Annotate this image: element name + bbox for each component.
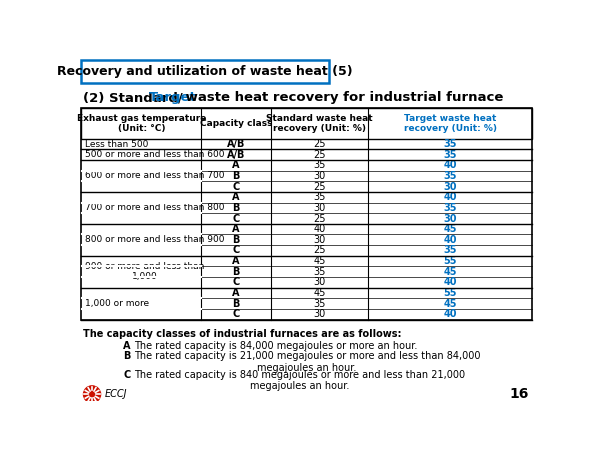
Bar [81,108,532,320]
Text: 30: 30 [443,182,457,192]
Text: 30: 30 [313,235,326,245]
Text: Target waste heat
recovery (Unit: %): Target waste heat recovery (Unit: %) [404,113,497,133]
Text: B: B [233,267,240,277]
Text: 800 or more and less than 900: 800 or more and less than 900 [85,235,224,244]
Text: 45: 45 [313,256,326,266]
Text: 55: 55 [443,256,457,266]
Text: C: C [233,214,240,224]
Text: Standard waste heat
recovery (Unit: %): Standard waste heat recovery (Unit: %) [266,113,373,133]
Text: 40: 40 [443,235,457,245]
Text: 1,000 or more: 1,000 or more [85,299,149,308]
Text: 30: 30 [313,309,326,320]
Text: 25: 25 [313,150,326,160]
Text: 40: 40 [313,224,326,234]
Text: ECCJ: ECCJ [104,389,127,399]
Text: 16: 16 [509,387,529,401]
Text: 700 or more and less than 800: 700 or more and less than 800 [85,203,224,212]
Text: The rated capacity is 84,000 megajoules or more an hour.: The rated capacity is 84,000 megajoules … [134,341,417,351]
Text: 40: 40 [443,160,457,170]
Circle shape [83,386,101,403]
Text: 45: 45 [443,299,457,309]
Text: 30: 30 [313,203,326,213]
Text: waste heat recovery for industrial furnace: waste heat recovery for industrial furna… [181,91,503,104]
Text: 35: 35 [313,299,326,309]
Text: 35: 35 [443,203,457,213]
Text: 30: 30 [443,214,457,224]
Text: A: A [123,341,131,351]
Text: 45: 45 [443,267,457,277]
Text: The rated capacity is 21,000 megajoules or more and less than 84,000
megajoules : The rated capacity is 21,000 megajoules … [134,351,481,373]
Bar [81,60,329,83]
Text: The capacity classes of industrial furnaces are as follows:: The capacity classes of industrial furna… [83,329,401,339]
Bar [81,108,532,139]
Text: 30: 30 [313,277,326,288]
Text: B: B [233,235,240,245]
Text: 35: 35 [443,139,457,149]
Text: A: A [232,224,240,234]
Text: C: C [233,309,240,320]
Text: 600 or more and less than 700: 600 or more and less than 700 [85,171,224,180]
Text: 25: 25 [313,139,326,149]
Text: Recovery and utilization of waste heat (5): Recovery and utilization of waste heat (… [58,65,353,78]
Text: 40: 40 [443,277,457,288]
Text: A: A [232,192,240,202]
Text: 35: 35 [443,171,457,181]
Text: 45: 45 [313,288,326,298]
Text: B: B [123,351,130,361]
Text: 35: 35 [443,150,457,160]
Text: B: B [233,203,240,213]
Text: 25: 25 [313,182,326,192]
Text: 45: 45 [443,224,457,234]
Text: Less than 500: Less than 500 [85,140,148,148]
Text: A/B: A/B [227,150,245,160]
Text: Capacity class: Capacity class [200,119,272,128]
Text: A/B: A/B [227,139,245,149]
Text: 35: 35 [313,267,326,277]
Text: 35: 35 [313,160,326,170]
Text: The rated capacity is 840 megajoules or more and less than 21,000
megajoules an : The rated capacity is 840 megajoules or … [134,370,465,392]
Text: 55: 55 [443,288,457,298]
Text: 500 or more and less than 600: 500 or more and less than 600 [85,150,224,159]
Text: B: B [233,299,240,309]
Text: 35: 35 [313,192,326,202]
Text: B: B [233,171,240,181]
Text: C: C [233,245,240,256]
Text: 25: 25 [313,245,326,256]
Text: C: C [233,182,240,192]
Text: (2) Standard/: (2) Standard/ [83,91,182,104]
Text: C: C [233,277,240,288]
Text: Exhaust gas temperature
(Unit: °C): Exhaust gas temperature (Unit: °C) [77,113,206,133]
Text: Target: Target [149,91,196,104]
Text: C: C [123,370,130,380]
Text: 40: 40 [443,309,457,320]
Text: 900 or more and less than
1,000: 900 or more and less than 1,000 [85,262,205,281]
Text: 30: 30 [313,171,326,181]
Text: A: A [232,288,240,298]
Text: 40: 40 [443,192,457,202]
Text: 25: 25 [313,214,326,224]
Text: A: A [232,160,240,170]
Text: A: A [232,256,240,266]
Text: 35: 35 [443,245,457,256]
